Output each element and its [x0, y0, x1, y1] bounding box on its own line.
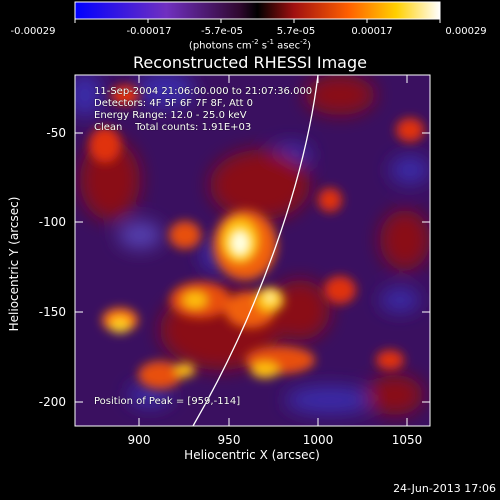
- plot-title: Reconstructed RHESSI Image: [133, 53, 367, 72]
- colorbar-gradient: [74, 1, 441, 20]
- colorbar-tick-label: 0.00017: [351, 26, 393, 37]
- y-tick-label: -150: [38, 305, 66, 319]
- colorbar-tick-label: 0.00029: [445, 26, 487, 37]
- y-tick-label: -200: [38, 395, 66, 409]
- x-tick-label: 1000: [302, 433, 334, 447]
- info-clean-counts: Clean Total counts: 1.91E+03: [94, 122, 252, 133]
- colorbar-tick-label: 5.7e-05: [276, 26, 316, 37]
- x-axis-label: Heliocentric X (arcsec): [184, 448, 320, 462]
- colorbar: [74, 1, 441, 23]
- x-tick-label: 1050: [391, 433, 423, 447]
- colorbar-tick-marks: [74, 19, 441, 23]
- y-tick-label: -50: [46, 126, 66, 140]
- plot-frame: [74, 74, 431, 427]
- y-axis-label: Heliocentric Y (arcsec): [7, 196, 21, 332]
- x-tick-label: 900: [127, 433, 151, 447]
- timestamp: 24-Jun-2013 17:06: [393, 482, 496, 495]
- info-time-range: 11-Sep-2004 21:06:00.000 to 21:07:36.000: [94, 86, 313, 97]
- solar-limb: [192, 75, 319, 426]
- y-tick-label: -100: [38, 215, 66, 229]
- info-peak-position: Position of Peak = [959,-114]: [94, 396, 241, 407]
- x-tick-marks: [138, 75, 408, 426]
- colorbar-tick-label: -0.00017: [126, 26, 172, 37]
- colorbar-tick-label: -0.00029: [10, 26, 56, 37]
- colorbar-tick-label: -5.7e-05: [201, 26, 243, 37]
- info-detectors: Detectors: 4F 5F 6F 7F 8F, Att 0: [94, 98, 254, 109]
- y-tick-marks: [75, 132, 430, 403]
- colorbar-units: (photons cm-2 s-1 asec-2): [188, 38, 312, 52]
- x-tick-label: 950: [217, 433, 241, 447]
- intensity-map: [75, 75, 430, 426]
- info-energy-range: Energy Range: 12.0 - 25.0 keV: [94, 110, 247, 121]
